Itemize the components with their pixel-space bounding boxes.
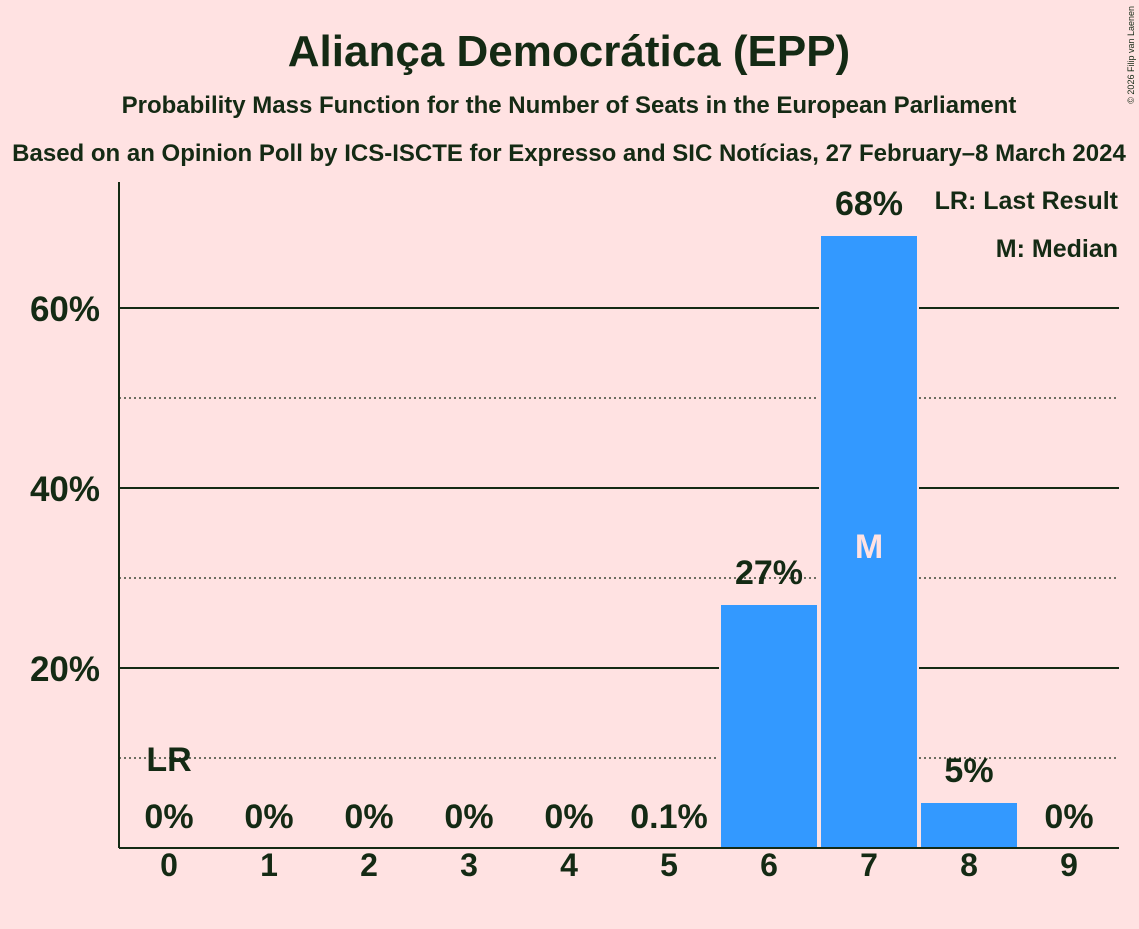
- chart-title: Aliança Democrática (EPP): [288, 27, 850, 76]
- x-tick-label-5: 5: [660, 847, 678, 883]
- x-tick-label-4: 4: [560, 847, 578, 883]
- x-tick-label-1: 1: [260, 847, 278, 883]
- labels: 20% 40% 60% 0 1 2 3 4 5 6 7 8 9 0% 0% 0% 0% 0% 0.1% 27% 68% 5…: [30, 185, 1094, 883]
- legend-median: M: Median: [996, 235, 1118, 263]
- x-tick-label-3: 3: [460, 847, 478, 883]
- bars: [719, 234, 1019, 848]
- value-label-1: 0%: [244, 798, 293, 836]
- value-label-0: 0%: [144, 798, 193, 836]
- value-label-5: 0.1%: [630, 798, 708, 836]
- y-tick-label-40: 40%: [30, 470, 100, 509]
- value-label-6: 27%: [735, 554, 803, 592]
- bar-seat-6: [721, 605, 817, 848]
- bar-seat-8: [921, 803, 1017, 848]
- x-tick-label-8: 8: [960, 847, 978, 883]
- x-tick-label-7: 7: [860, 847, 878, 883]
- x-tick-label-0: 0: [160, 847, 178, 883]
- x-tick-label-6: 6: [760, 847, 778, 883]
- gridlines: [119, 307, 1119, 759]
- bar-seat-7: [821, 236, 917, 848]
- value-label-3: 0%: [444, 798, 493, 836]
- value-label-9: 0%: [1044, 798, 1093, 836]
- value-label-7: 68%: [835, 185, 903, 223]
- last-result-marker: LR: [146, 741, 191, 779]
- y-tick-label-60: 60%: [30, 290, 100, 329]
- legend-last-result: LR: Last Result: [935, 187, 1119, 215]
- axes: [118, 182, 1119, 849]
- median-marker: M: [855, 528, 883, 566]
- y-tick-label-20: 20%: [30, 650, 100, 689]
- chart-subtitle: Probability Mass Function for the Number…: [122, 92, 1017, 119]
- value-label-4: 0%: [544, 798, 593, 836]
- chart-source: Based on an Opinion Poll by ICS-ISCTE fo…: [12, 140, 1126, 167]
- value-label-2: 0%: [344, 798, 393, 836]
- copyright-notice: © 2026 Filip van Laenen: [1126, 6, 1136, 104]
- value-label-8: 5%: [944, 752, 993, 790]
- x-tick-label-2: 2: [360, 847, 378, 883]
- x-tick-label-9: 9: [1060, 847, 1078, 883]
